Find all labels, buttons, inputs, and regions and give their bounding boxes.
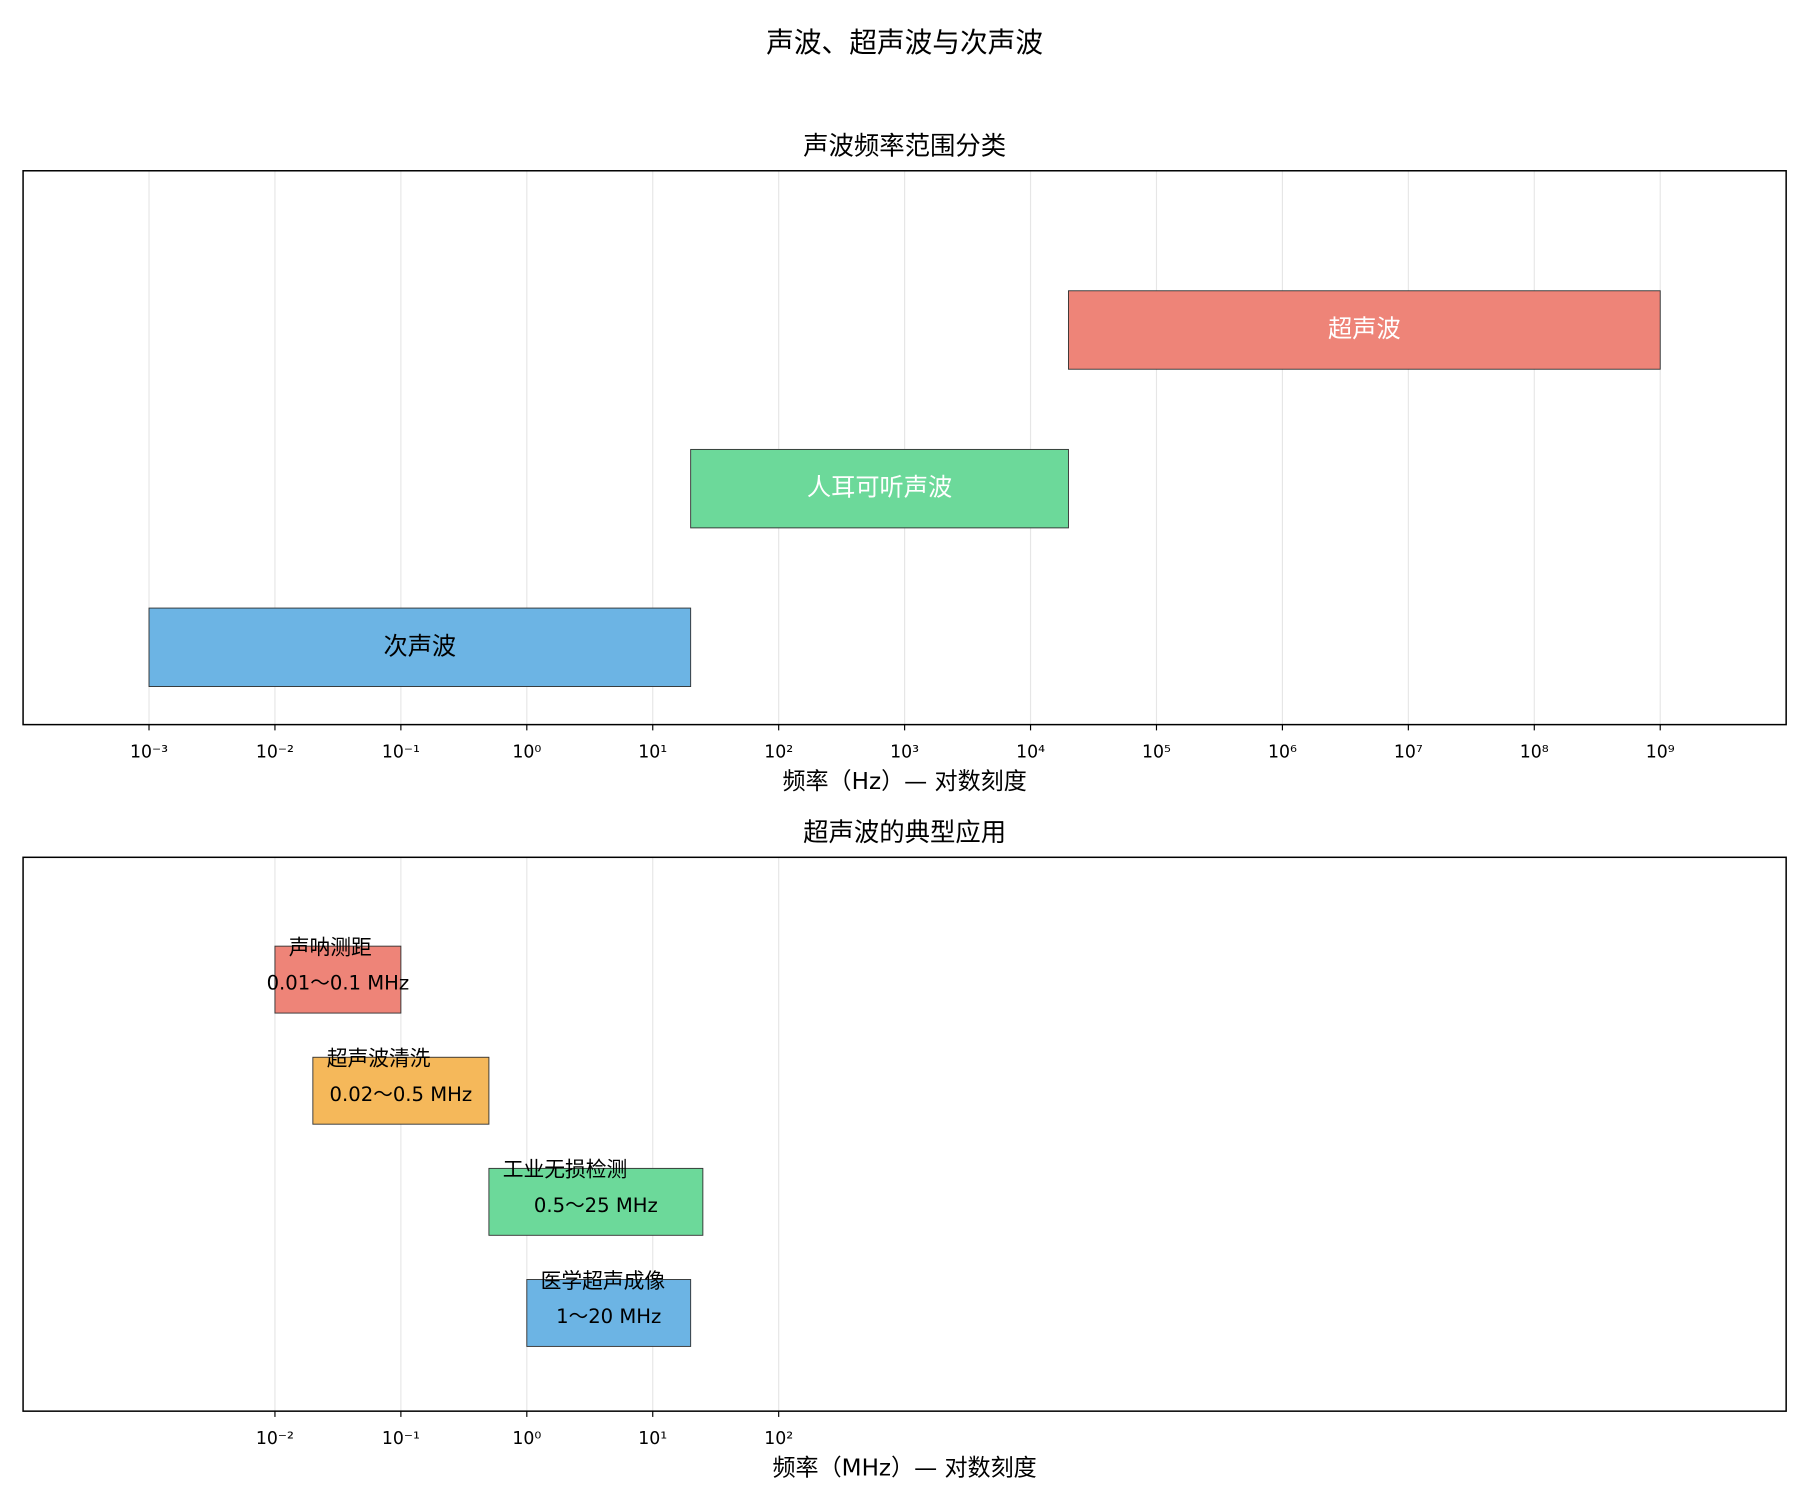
x-tick-label: 10⁻¹	[382, 742, 420, 762]
x-tick-label: 10⁷	[1394, 742, 1423, 762]
x-tick-label: 10⁹	[1646, 742, 1675, 762]
x-tick-label: 10⁶	[1268, 742, 1297, 762]
bar-label: 工业无损检测	[503, 1158, 628, 1182]
figure-title: 声波、超声波与次声波	[766, 26, 1043, 59]
x-tick-label: 10¹	[638, 1429, 667, 1449]
panel-title: 超声波的典型应用	[803, 817, 1006, 847]
x-axis-label: 频率（Hz）— 对数刻度	[782, 769, 1026, 795]
range-bar	[274, 945, 402, 1014]
range-bar	[690, 448, 1069, 529]
range-bar	[1067, 290, 1661, 370]
value-label: 0.01～0.1 MHz	[267, 972, 410, 995]
x-tick-label: 10⁰	[512, 742, 541, 762]
x-axis-label: 频率（MHz）— 对数刻度	[772, 1455, 1036, 1481]
bar-label: 人耳可听声波	[807, 474, 952, 502]
x-tick-label: 10⁵	[1142, 742, 1171, 762]
panel-title: 声波频率范围分类	[803, 131, 1006, 161]
axes-frame	[22, 856, 1787, 1412]
value-label: 1～20 MHz	[556, 1305, 661, 1328]
x-tick-label: 10⁻¹	[382, 1429, 420, 1449]
x-tick-label: 10²	[764, 1429, 793, 1449]
range-bar	[148, 607, 692, 687]
x-tick-label: 10²	[764, 742, 793, 762]
x-tick-label: 10⁻³	[130, 742, 168, 762]
bar-label: 医学超声成像	[541, 1269, 666, 1293]
value-label: 0.02～0.5 MHz	[330, 1083, 473, 1106]
x-tick-label: 10³	[890, 742, 919, 762]
x-tick-label: 10¹	[638, 742, 667, 762]
x-tick-label: 10⁴	[1016, 742, 1045, 762]
bar-label: 次声波	[383, 632, 456, 660]
range-bar	[488, 1167, 704, 1236]
bar-label: 超声波清洗	[327, 1047, 431, 1071]
bar-label: 超声波	[1328, 315, 1401, 343]
axes-frame	[22, 170, 1787, 726]
x-tick-label: 10⁻²	[256, 742, 294, 762]
x-tick-label: 10⁸	[1520, 742, 1549, 762]
x-tick-label: 10⁻²	[256, 1429, 294, 1449]
range-bar	[312, 1056, 490, 1125]
bar-label: 声呐测距	[289, 935, 372, 959]
x-tick-label: 10⁰	[512, 1429, 541, 1449]
value-label: 0.5～25 MHz	[534, 1194, 658, 1217]
range-bar	[526, 1279, 692, 1347]
